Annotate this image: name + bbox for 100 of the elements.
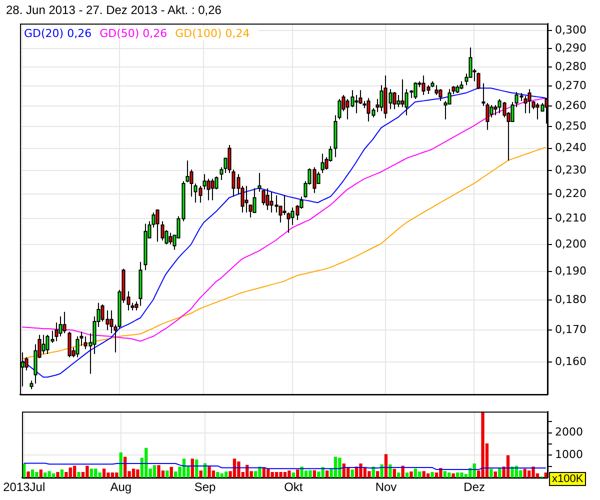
bar bbox=[56, 472, 60, 478]
bar bbox=[326, 470, 329, 478]
y-tick-label: 0,300 bbox=[555, 23, 586, 36]
bar bbox=[506, 455, 510, 478]
bar bbox=[106, 472, 110, 478]
bar bbox=[270, 472, 274, 478]
bar bbox=[292, 472, 295, 478]
chart-title: 28. Jun 2013 - 27. Dez 2013 - Akt. : 0,26 bbox=[6, 3, 222, 17]
bar bbox=[170, 466, 173, 478]
bar bbox=[275, 472, 278, 478]
bar bbox=[60, 470, 64, 478]
bar bbox=[434, 472, 438, 478]
x-tick-label: Aug bbox=[110, 480, 132, 494]
bar bbox=[266, 468, 270, 478]
text: GD(20) 0,26 bbox=[24, 26, 92, 40]
y-tick-label: 0,210 bbox=[555, 212, 586, 225]
bar bbox=[384, 454, 388, 478]
y-axis-title: x100K bbox=[549, 472, 586, 486]
bar bbox=[312, 470, 316, 478]
bar bbox=[523, 468, 526, 478]
y-tick-label: 0,230 bbox=[555, 164, 586, 177]
bar bbox=[405, 472, 409, 478]
bar bbox=[90, 468, 94, 478]
bar bbox=[182, 458, 186, 478]
bar bbox=[448, 472, 451, 478]
bar bbox=[237, 461, 240, 478]
bar bbox=[288, 470, 291, 478]
bar bbox=[527, 470, 531, 478]
x-tick-label: 2013Jul bbox=[3, 480, 46, 494]
text: GD(100) 0,24 bbox=[175, 26, 250, 40]
bar bbox=[304, 470, 308, 478]
bar bbox=[208, 466, 211, 478]
bar bbox=[283, 472, 287, 478]
bar bbox=[460, 472, 464, 478]
bar bbox=[346, 468, 350, 478]
bar bbox=[532, 466, 535, 478]
bar bbox=[39, 470, 43, 478]
bar bbox=[414, 468, 418, 478]
bar bbox=[350, 470, 354, 478]
bar bbox=[296, 470, 300, 478]
bar bbox=[410, 472, 413, 478]
bar bbox=[481, 412, 484, 478]
y-tick-label: 0,180 bbox=[555, 292, 586, 306]
bar bbox=[430, 472, 434, 478]
y-tick-label: 2000 bbox=[555, 426, 583, 439]
y-tick-label: 0,290 bbox=[555, 41, 586, 54]
y-tick-label: 0,270 bbox=[555, 79, 586, 92]
y-tick-label: 1000 bbox=[555, 448, 583, 462]
y-tick-label: 0,190 bbox=[555, 264, 586, 278]
bar bbox=[35, 472, 38, 478]
bar bbox=[77, 472, 80, 478]
bar bbox=[119, 452, 122, 478]
x-tick-label: Dez bbox=[464, 480, 486, 494]
x-tick-label: Okt bbox=[284, 480, 304, 494]
y-tick-label: 0,260 bbox=[555, 98, 586, 112]
bar bbox=[132, 468, 136, 478]
bar bbox=[308, 470, 312, 478]
y-tick-label: 0,280 bbox=[555, 60, 586, 73]
y-tick-label: 0,160 bbox=[555, 354, 586, 368]
bar bbox=[26, 472, 30, 478]
bar bbox=[456, 472, 460, 478]
bar bbox=[199, 470, 202, 478]
bar bbox=[30, 470, 34, 478]
bar bbox=[144, 448, 148, 478]
y-tick-label: 0,240 bbox=[555, 141, 586, 154]
bar bbox=[102, 468, 106, 478]
bar bbox=[368, 471, 371, 478]
bar bbox=[86, 466, 89, 478]
bar bbox=[452, 473, 455, 478]
bar bbox=[136, 469, 140, 478]
bar bbox=[190, 458, 194, 478]
bar bbox=[212, 470, 216, 478]
bar bbox=[439, 468, 442, 478]
bar bbox=[363, 468, 367, 478]
bar bbox=[68, 468, 72, 478]
y-tick-label: 0,220 bbox=[555, 187, 586, 200]
bar bbox=[48, 471, 51, 478]
bar bbox=[380, 464, 384, 478]
bar bbox=[494, 472, 497, 478]
bar bbox=[388, 464, 392, 478]
bar bbox=[338, 458, 342, 478]
bar bbox=[73, 466, 76, 478]
x-tick-label: Nov bbox=[375, 480, 397, 494]
bar bbox=[397, 472, 400, 478]
bar bbox=[401, 466, 404, 478]
y-tick-label: 0,200 bbox=[555, 237, 586, 250]
text: GD(50) 0,26 bbox=[100, 26, 168, 40]
bar bbox=[44, 472, 47, 478]
bar bbox=[166, 470, 169, 478]
y-tick-label: 0,170 bbox=[555, 323, 586, 336]
bar bbox=[94, 468, 98, 478]
bar bbox=[224, 472, 228, 478]
bar bbox=[422, 471, 426, 478]
bar bbox=[359, 464, 362, 478]
bar bbox=[392, 468, 396, 478]
bar bbox=[216, 472, 220, 478]
bar bbox=[98, 472, 102, 478]
bar bbox=[232, 458, 236, 478]
x-tick-label: Sep bbox=[194, 480, 216, 494]
bar bbox=[490, 468, 493, 478]
